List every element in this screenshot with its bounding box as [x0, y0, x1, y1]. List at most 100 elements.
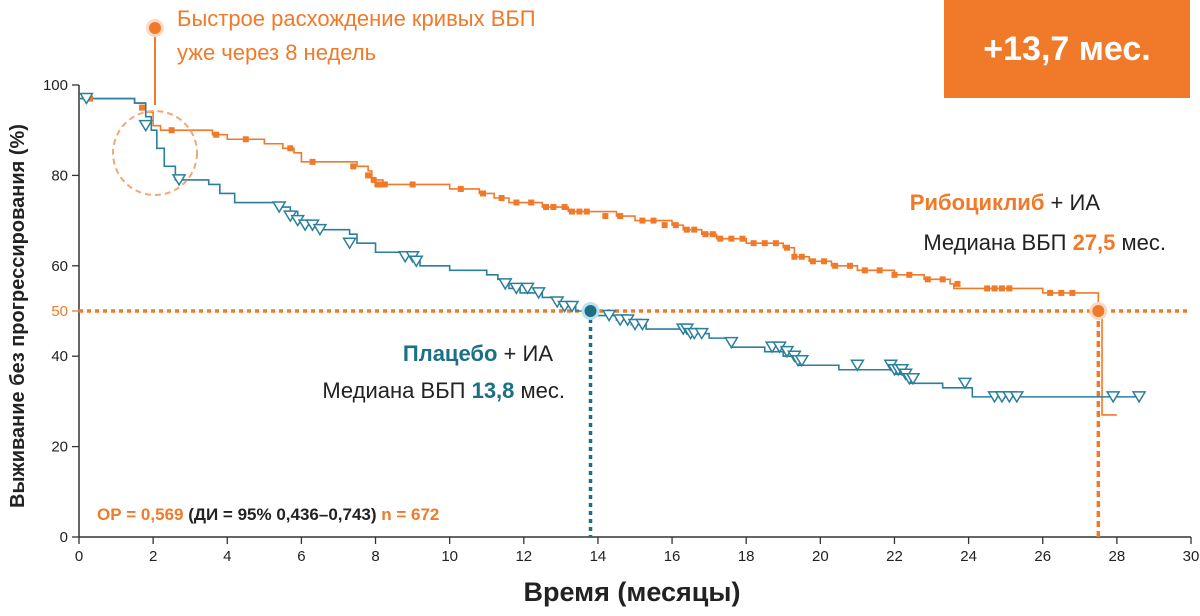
ribociclib-censor-mark: [350, 163, 357, 170]
ribociclib-censor-mark: [691, 226, 698, 233]
placebo-median: Медиана ВБП 13,8 мес.: [322, 378, 565, 403]
x-tick-label: 12: [515, 548, 532, 565]
x-tick-label: 0: [75, 548, 83, 565]
stats-line: ОР = 0,569 (ДИ = 95% 0,436–0,743) n = 67…: [97, 505, 439, 524]
ribociclib-censor-mark: [661, 222, 668, 229]
ribociclib-censor-mark: [242, 136, 249, 143]
y-tick-label: 40: [51, 348, 68, 365]
ribociclib-censor-mark: [528, 199, 535, 206]
ribociclib-censor-mark: [457, 185, 464, 192]
ribociclib-censor-mark: [409, 181, 416, 188]
ribociclib-median-prefix: Медиана ВБП: [923, 230, 1072, 255]
ribociclib-censor-mark: [1069, 289, 1076, 296]
ribociclib-censor-mark: [906, 271, 913, 278]
ribociclib-censor-mark: [728, 235, 735, 242]
ribociclib-censor-mark: [213, 131, 220, 138]
ribociclib-censor-mark: [791, 253, 798, 260]
y-tick-label: 100: [43, 77, 68, 94]
placebo-censor-mark: [1105, 391, 1121, 404]
ribociclib-censor-mark: [309, 158, 316, 165]
censor-marks: [79, 92, 1147, 404]
ribociclib-censor-mark: [550, 204, 557, 211]
placebo-censor-mark: [497, 278, 513, 291]
ribociclib-censor-mark: [498, 195, 505, 201]
ribociclib-censor-mark: [809, 258, 816, 265]
ribociclib-censor-mark: [480, 190, 487, 197]
ribociclib-censor-mark: [954, 280, 961, 287]
placebo-censor-mark: [138, 119, 154, 133]
confidence-interval: (ДИ = 95% 0,436–0,743): [183, 505, 381, 524]
ribociclib-censor-mark: [772, 240, 779, 247]
placebo-censor-mark: [520, 282, 535, 295]
ribociclib-censor-mark: [543, 204, 550, 211]
ribociclib-censor-mark: [365, 172, 372, 179]
ribociclib-censor-mark: [876, 267, 883, 274]
sample-size: n = 672: [381, 505, 439, 524]
ribociclib-censor-mark: [702, 231, 709, 238]
placebo-censor-mark: [312, 223, 328, 237]
placebo-censor-mark: [171, 174, 187, 187]
ribociclib-censor-mark: [821, 258, 828, 265]
ribociclib-censor-mark: [583, 208, 590, 215]
median-reference-lines: [79, 309, 1191, 537]
ribociclib-censor-mark: [168, 127, 175, 134]
ribociclib-censor-mark: [381, 181, 388, 188]
ribociclib-censor-mark: [717, 235, 724, 242]
ribociclib-name: Рибоциклиб: [910, 190, 1045, 215]
placebo-censor-mark: [271, 201, 287, 214]
ribociclib-censor-mark: [750, 240, 757, 247]
x-tick-label: 18: [738, 548, 755, 565]
ribociclib-median: Медиана ВБП 27,5 мес.: [923, 230, 1166, 255]
x-tick-label: 14: [590, 548, 607, 565]
x-tick-label: 10: [441, 548, 458, 565]
ribociclib-censor-mark: [576, 208, 583, 215]
ribociclib-censor-mark: [1006, 285, 1013, 292]
axes: 0 2 4 6 8 10 12 14 16 18 20 22 24 26 28 300204050608010…: [43, 77, 1199, 565]
placebo-median-value: 13,8: [472, 378, 515, 403]
ribociclib-censor-mark: [287, 145, 294, 152]
ribociclib-censor-mark: [832, 262, 839, 269]
y-tick-label: 0: [60, 529, 68, 546]
ribociclib-censor-mark: [984, 285, 991, 292]
y-tick-label: 50: [51, 303, 68, 320]
x-tick-label: 2: [149, 548, 157, 565]
placebo-name: Плацебо: [403, 341, 498, 366]
placebo-censor-mark: [408, 255, 424, 268]
ribociclib-curve: [79, 97, 1117, 416]
ribociclib-censor-mark: [924, 276, 931, 283]
x-tick-label: 4: [223, 548, 231, 565]
ribociclib-censor-mark: [761, 240, 768, 247]
placebo-censor-mark: [724, 336, 739, 350]
placebo-censor-mark: [509, 282, 524, 295]
x-tick-label: 16: [664, 548, 681, 565]
x-tick-label: 22: [886, 548, 903, 565]
x-tick-label: 8: [371, 548, 379, 565]
placebo-suffix: + ИА: [497, 341, 553, 366]
ribociclib-median-value: 27,5: [1073, 230, 1116, 255]
x-tick-label: 20: [812, 548, 829, 565]
ribociclib-censor-mark: [709, 231, 716, 238]
ribociclib-censor-mark: [561, 204, 568, 211]
ribociclib-censor-mark: [891, 271, 898, 278]
ribociclib-censor-mark: [939, 276, 946, 283]
x-tick-label: 6: [297, 548, 305, 565]
x-axis-title: Время (месяцы): [524, 577, 741, 607]
ribociclib-censor-mark: [602, 213, 609, 220]
ribociclib-censor-mark: [374, 181, 381, 188]
ribociclib-suffix: + ИА: [1044, 190, 1100, 215]
ribociclib-censor-mark: [861, 267, 868, 274]
ribociclib-censor-mark: [798, 253, 805, 260]
ribociclib-censor-mark: [617, 213, 624, 220]
ribociclib-censor-mark: [639, 217, 646, 224]
placebo-censor-mark: [1009, 391, 1025, 404]
placebo-censor-mark: [79, 92, 94, 106]
x-tick-label: 24: [960, 548, 977, 565]
placebo-censor-mark: [850, 359, 865, 372]
ribociclib-censor-mark: [991, 285, 998, 292]
ribociclib-censor-mark: [1047, 289, 1054, 296]
x-tick-label: 28: [1109, 548, 1126, 565]
placebo-label: Плацебо + ИА: [403, 341, 553, 366]
placebo-censor-mark: [957, 377, 973, 390]
placebo-median-prefix: Медиана ВБП: [322, 378, 471, 403]
